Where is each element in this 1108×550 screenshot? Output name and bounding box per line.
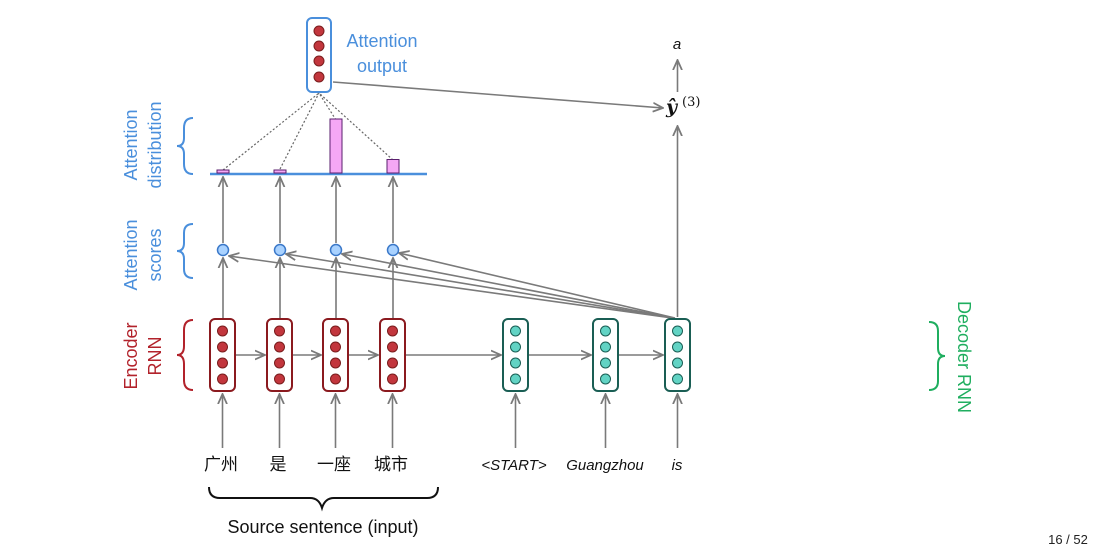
encoder-rnn-brace: [176, 319, 194, 391]
attention-distribution-brace: [176, 117, 194, 175]
source-word-3: 一座: [317, 455, 351, 475]
input-arrows: [223, 394, 678, 448]
attention-score-3: [329, 243, 343, 257]
source-sentence-brace: [208, 486, 439, 512]
decoder-word-2: Guangzhou: [566, 457, 644, 474]
output-to-yhat-arrow: [332, 81, 663, 108]
attention-scores-brace: [176, 223, 194, 279]
score-to-distribution-arrows: [223, 177, 393, 243]
source-word-4: 城市: [374, 455, 408, 475]
attention-scores-label-line1: Attention: [121, 219, 141, 290]
decoder-word-3: is: [672, 457, 683, 474]
decoder-rnn-label: Decoder RNN: [954, 301, 974, 413]
attention-distribution-bars: [216, 118, 400, 174]
decoder-to-score-arrows: [229, 253, 676, 319]
attention-bar-2: [273, 169, 287, 174]
y-hat-symbol: ŷ: [665, 96, 679, 118]
source-word-2: 是: [270, 455, 287, 475]
attention-weighted-sum-lines: [222, 92, 394, 171]
attention-bar-4: [386, 159, 400, 174]
attention-score-4: [386, 243, 400, 257]
page-number: 16 / 52: [1048, 532, 1088, 547]
attention-distribution-label-line2: distribution: [145, 101, 165, 188]
decoder-state-1: [502, 318, 529, 392]
encoder-state-1: [209, 318, 236, 392]
attention-distribution-label-line1: Attention: [121, 109, 141, 180]
encoder-state-3: [322, 318, 349, 392]
source-word-1: 广州: [204, 455, 238, 475]
attention-output-label-line2: output: [357, 56, 407, 76]
attention-score-2: [273, 243, 287, 257]
attention-score-1: [216, 243, 230, 257]
attention-scores-label-line2: scores: [145, 228, 165, 281]
attention-score-circles: [216, 243, 400, 257]
decoder-state-2: [592, 318, 619, 392]
attention-output-label-line1: Attention: [346, 31, 417, 51]
source-sentence-label: Source sentence (input): [227, 517, 418, 537]
encoder-state-2: [266, 318, 293, 392]
decoder-state-3: [664, 318, 691, 392]
attention-bar-3: [329, 118, 343, 174]
decoder-rnn-brace: [928, 321, 946, 391]
y-hat-superscript: (3): [682, 95, 700, 110]
output-word: a: [673, 36, 681, 53]
decoder-word-1: <START>: [481, 457, 547, 474]
attention-output-vector: [306, 17, 332, 93]
encoder-rnn-label-line1: Encoder: [121, 322, 141, 389]
encoder-state-4: [379, 318, 406, 392]
attention-bar-1: [216, 169, 230, 174]
encoder-rnn-label-line2: RNN: [145, 337, 165, 376]
encoder-to-score-arrows: [223, 258, 393, 318]
